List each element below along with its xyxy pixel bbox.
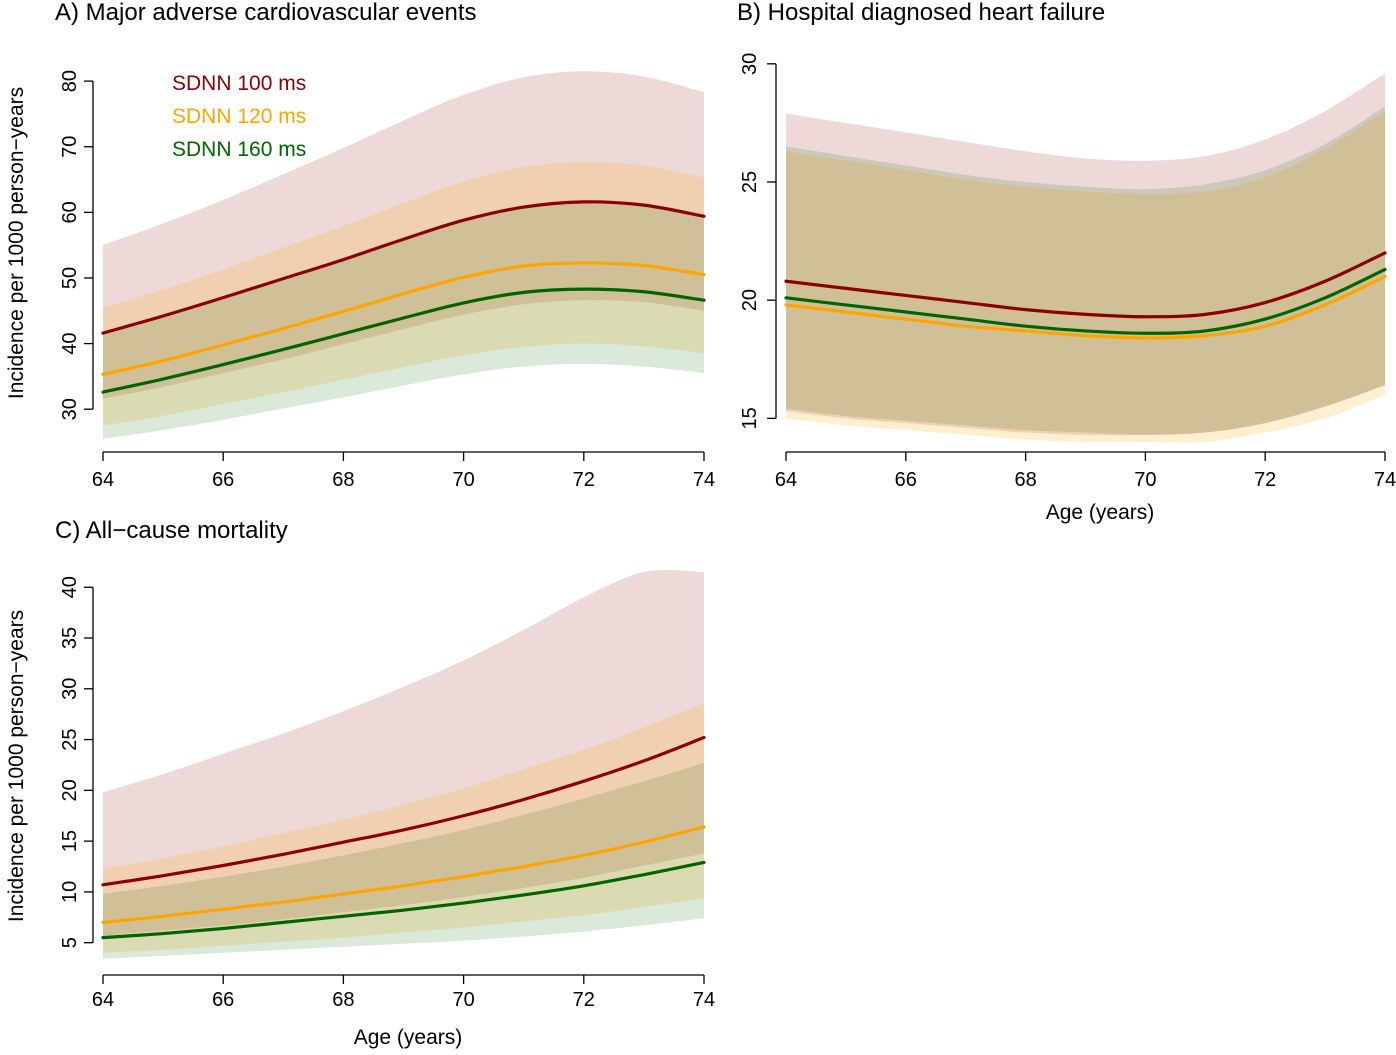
panel-c-x-axis-label: Age (years) <box>354 1026 463 1049</box>
panel-a-lines <box>101 200 706 394</box>
panel-c-y-tick-label: 40 <box>59 576 81 598</box>
legend: SDNN 100 ms SDNN 120 ms SDNN 160 ms <box>172 72 306 161</box>
legend-item-sdnn-120: SDNN 120 ms <box>172 105 306 128</box>
panel-a-title: A) Major adverse cardiovascular events <box>55 0 477 26</box>
panel-c-confidence-bands <box>103 570 704 959</box>
panel-a-y-tick-label: 40 <box>59 332 81 354</box>
panel-c-y-tick-label: 30 <box>59 678 81 700</box>
panel-c-line-sdnn-160-ms <box>101 860 706 940</box>
panel-b-x-tick-label: 66 <box>895 469 917 491</box>
panel-b-band-sdnn-100-ms <box>786 73 1385 436</box>
panel-a-line-sdnn-160-ms <box>101 287 706 394</box>
panel-b-line-sdnn-100-ms <box>784 251 1387 319</box>
panel-b-line-sdnn-160-ms <box>784 267 1387 335</box>
panel-a-band-sdnn-100-ms <box>103 71 704 399</box>
panel-c-x-tick-label: 72 <box>573 989 595 1011</box>
panel-c: C) All−cause mortality Incidence per 100… <box>5 517 715 1049</box>
panel-c-y-tick-label: 10 <box>59 881 81 903</box>
panel-b-y-tick-label: 15 <box>739 407 761 429</box>
panel-c-title: C) All−cause mortality <box>55 517 288 544</box>
panel-c-lines <box>101 735 706 940</box>
panel-c-x-tick-label: 64 <box>92 989 114 1011</box>
panel-b-x-tick-label: 74 <box>1374 469 1396 491</box>
panel-a-y-tick-label: 30 <box>59 398 81 420</box>
panel-b-lines <box>784 251 1387 340</box>
panel-c-line-sdnn-120-ms <box>101 825 706 924</box>
panel-a-y-tick-label: 60 <box>59 201 81 223</box>
panel-b-confidence-bands <box>786 73 1385 443</box>
panel-a-y-axis-label: Incidence per 1000 person−years <box>5 87 28 399</box>
panel-a-x-tick-label: 74 <box>693 469 715 491</box>
panel-a-line-sdnn-100-ms <box>101 200 706 335</box>
panel-c-x-tick-label: 66 <box>212 989 234 1011</box>
panel-c-axes: 64 66 68 70 72 74 5 10 15 20 25 30 35 40 <box>59 576 715 1011</box>
panel-a-x-tick-label: 68 <box>332 469 354 491</box>
panel-a-y-tick-label: 70 <box>59 136 81 158</box>
panel-a-line-sdnn-120-ms <box>101 261 706 377</box>
panel-a-axes: 64 66 68 70 72 74 30 40 50 60 70 80 <box>59 70 715 491</box>
panel-a-y-tick-label: 50 <box>59 267 81 289</box>
panel-b-x-tick-label: 64 <box>775 469 797 491</box>
panel-b-band-sdnn-120-ms <box>786 111 1385 443</box>
panel-a-band-sdnn-160-ms <box>103 201 704 439</box>
panel-a-x-tick-label: 72 <box>573 469 595 491</box>
panel-c-y-tick-label: 25 <box>59 728 81 750</box>
panel-c-x-tick-label: 70 <box>452 989 474 1011</box>
legend-item-sdnn-100: SDNN 100 ms <box>172 72 306 95</box>
panel-c-band-sdnn-100-ms <box>103 570 704 936</box>
panel-c-y-axis-label: Incidence per 1000 person−years <box>5 610 28 922</box>
panel-a-x-tick-label: 70 <box>452 469 474 491</box>
panel-b-x-axis-label: Age (years) <box>1046 501 1155 524</box>
panel-b-x-tick-label: 68 <box>1014 469 1036 491</box>
panel-b-title: B) Hospital diagnosed heart failure <box>737 0 1105 26</box>
panel-c-y-tick-label: 15 <box>59 830 81 852</box>
legend-item-sdnn-160: SDNN 160 ms <box>172 138 306 161</box>
panel-b-y-tick-label: 20 <box>739 289 761 311</box>
panel-c-y-tick-label: 20 <box>59 779 81 801</box>
panel-c-x-tick-label: 68 <box>332 989 354 1011</box>
panel-c-band-sdnn-160-ms <box>103 762 704 959</box>
panel-a-x-tick-label: 66 <box>212 469 234 491</box>
panel-a: A) Major adverse cardiovascular events I… <box>5 0 715 491</box>
panel-b-band-sdnn-160-ms <box>786 106 1385 435</box>
panel-b-y-tick-label: 25 <box>739 171 761 193</box>
panel-c-y-tick-label: 35 <box>59 627 81 649</box>
panel-c-line-sdnn-100-ms <box>101 735 706 887</box>
panel-b: B) Hospital diagnosed heart failure Age … <box>737 0 1396 524</box>
panel-b-line-sdnn-120-ms <box>784 274 1387 340</box>
panel-c-y-tick-label: 5 <box>59 937 81 948</box>
panel-a-x-tick-label: 64 <box>92 469 114 491</box>
panel-c-x-tick-label: 74 <box>693 989 715 1011</box>
panel-b-x-tick-label: 70 <box>1134 469 1156 491</box>
panel-b-axes: 64 66 68 70 72 74 15 20 25 30 <box>739 53 1396 491</box>
panel-b-y-tick-label: 30 <box>739 53 761 75</box>
panel-b-x-tick-label: 72 <box>1254 469 1276 491</box>
panel-a-y-tick-label: 80 <box>59 70 81 92</box>
